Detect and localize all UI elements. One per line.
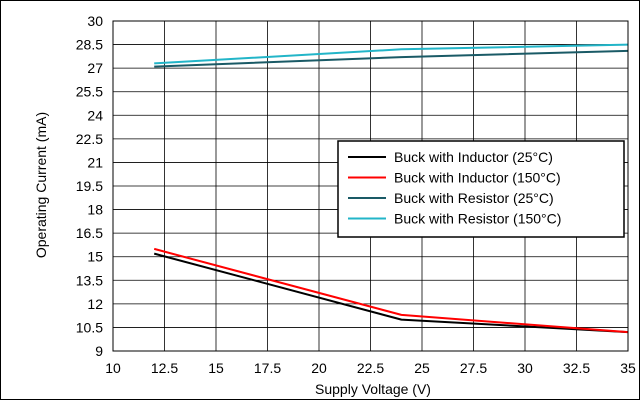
series-lines xyxy=(153,43,629,334)
legend-label-1: Buck with Inductor (25°C) xyxy=(394,149,553,165)
x-tick-label: 30 xyxy=(517,360,533,376)
y-tick-label: 25.5 xyxy=(76,84,103,100)
x-tick-label: 20 xyxy=(311,360,327,376)
y-tick-label: 27 xyxy=(87,60,103,76)
x-tick-label: 10 xyxy=(105,360,121,376)
y-tick-label: 13.5 xyxy=(76,272,103,288)
series-line-2 xyxy=(153,247,629,334)
y-tick-label: 15 xyxy=(87,249,103,265)
y-tick-labels: 9 10.5 12 13.5 15 16.5 18 19.5 21 22.5 24 25.5 27 28.… xyxy=(76,13,103,359)
y-tick-label: 16.5 xyxy=(76,225,103,241)
y-tick-label: 18 xyxy=(87,202,103,218)
y-axis-label: Operating Current (mA) xyxy=(33,112,49,258)
x-tick-label: 22.5 xyxy=(357,360,384,376)
x-tick-label: 35 xyxy=(620,360,636,376)
legend-label-4: Buck with Resistor (150°C) xyxy=(394,211,561,227)
y-tick-label: 21 xyxy=(87,154,103,170)
series-line-1 xyxy=(153,252,629,334)
x-tick-label: 15 xyxy=(208,360,224,376)
y-tick-label: 28.5 xyxy=(76,37,103,53)
legend-box xyxy=(337,140,625,238)
legend: Buck with Inductor (25°C) Buck with Induc… xyxy=(337,140,625,238)
x-axis-label: Supply Voltage (V) xyxy=(315,381,431,397)
y-tick-label: 24 xyxy=(87,107,103,123)
y-tick-label: 9 xyxy=(95,343,103,359)
x-tick-labels: 10 12.5 15 17.5 20 22.5 25 27.5 30 32.5 35 xyxy=(105,360,636,376)
x-tick-label: 17.5 xyxy=(254,360,281,376)
x-tick-label: 25 xyxy=(414,360,430,376)
y-tick-label: 12 xyxy=(87,296,103,312)
legend-label-2: Buck with Inductor (150°C) xyxy=(394,170,561,186)
x-tick-label: 12.5 xyxy=(151,360,178,376)
x-tick-label: 27.5 xyxy=(460,360,487,376)
y-tick-label: 10.5 xyxy=(76,319,103,335)
series-line-3 xyxy=(154,49,629,68)
legend-label-3: Buck with Resistor (25°C) xyxy=(394,190,554,206)
x-tick-label: 32.5 xyxy=(563,360,590,376)
y-tick-label: 22.5 xyxy=(76,131,103,147)
series-line-4 xyxy=(154,43,629,65)
plot-border xyxy=(112,20,629,352)
y-tick-label: 30 xyxy=(87,13,103,29)
y-tick-label: 19.5 xyxy=(76,178,103,194)
